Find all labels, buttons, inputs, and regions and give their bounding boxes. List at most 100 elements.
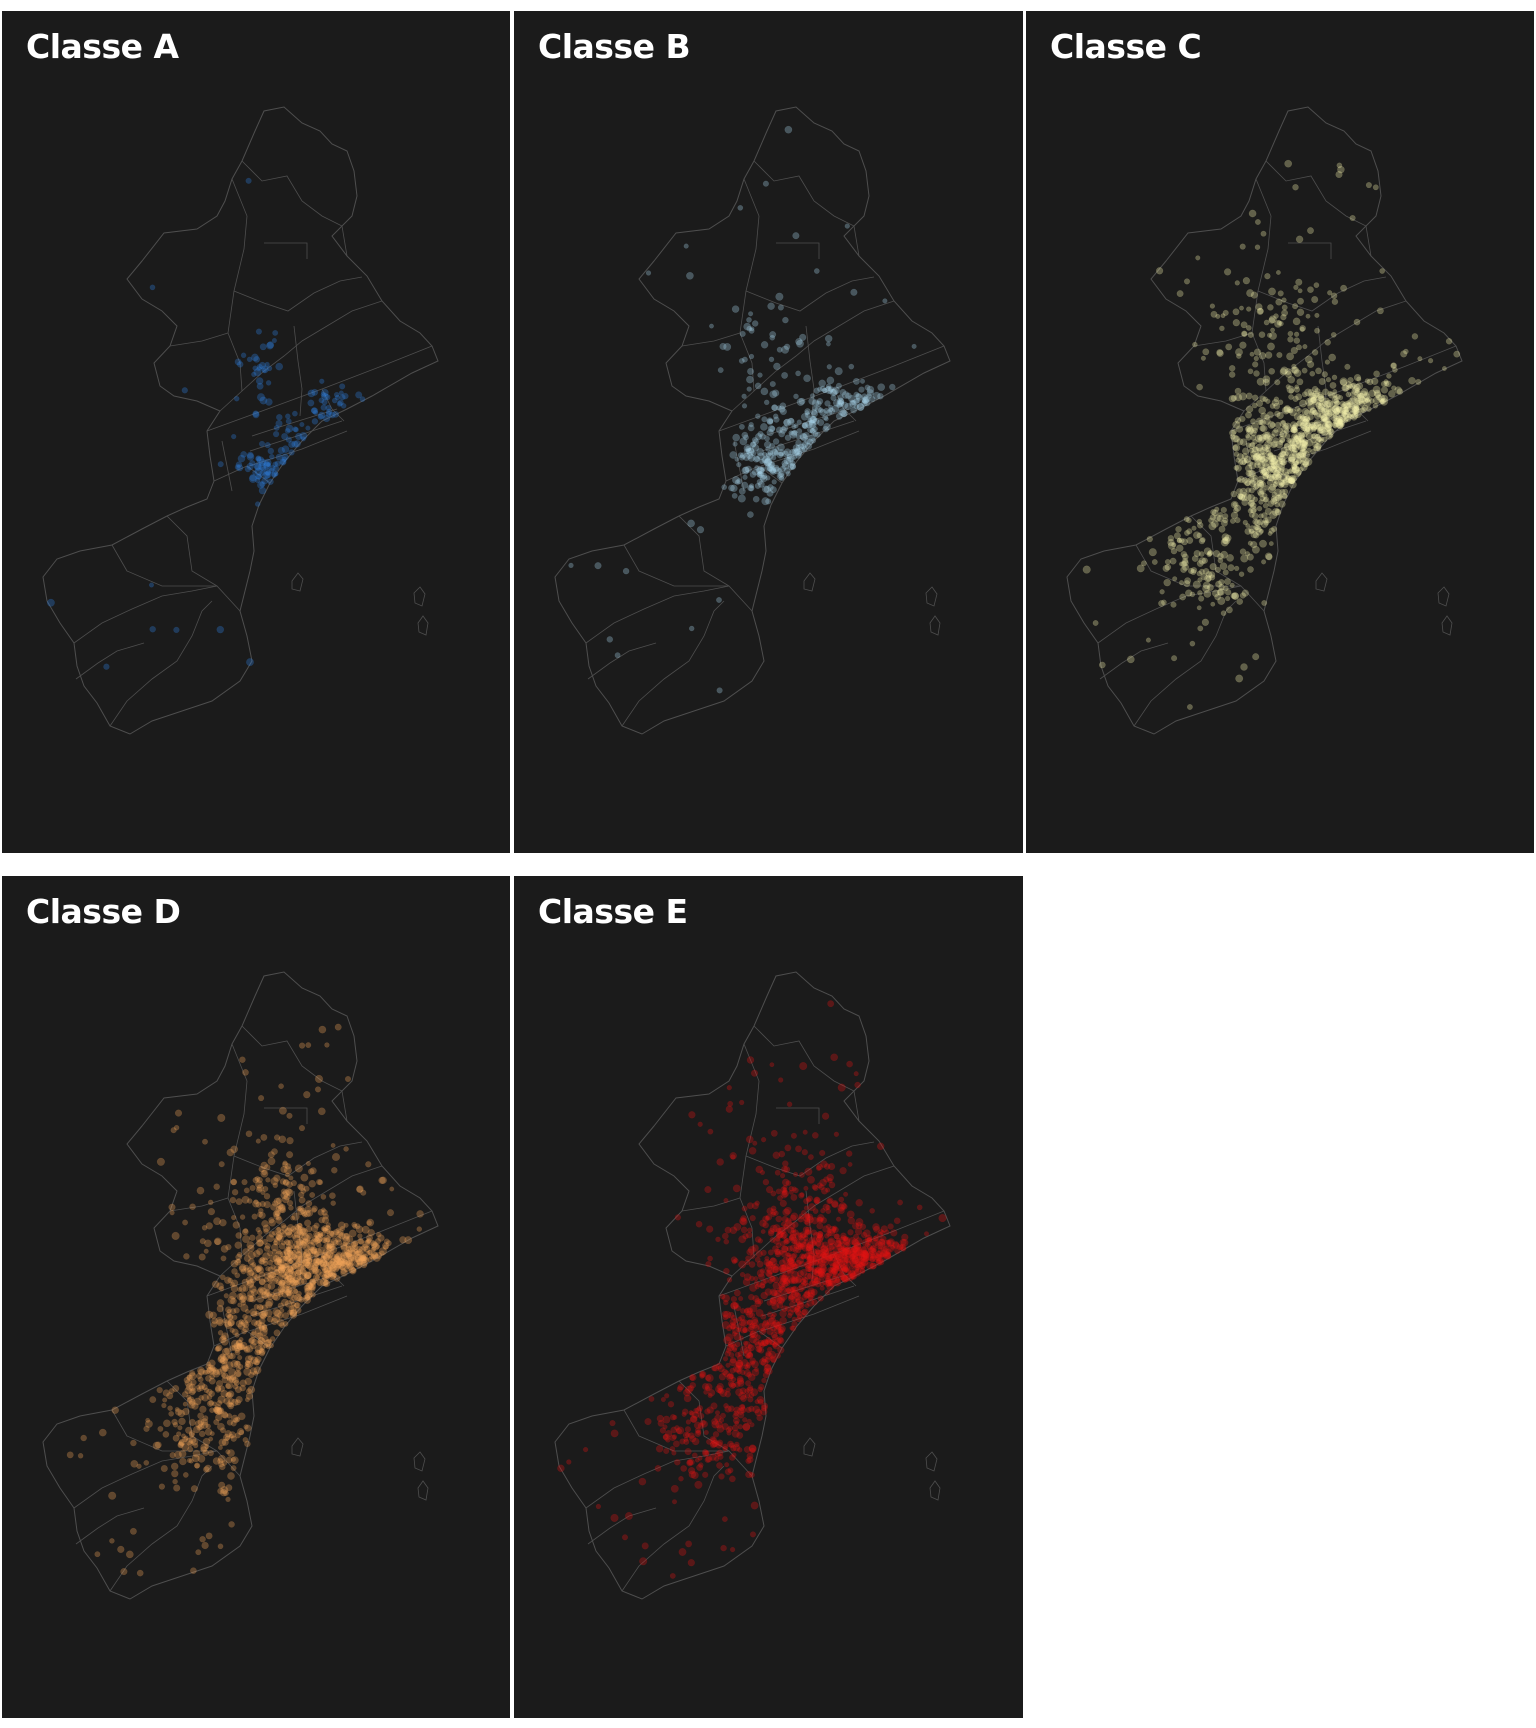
household-point	[1278, 439, 1284, 446]
district-boundary	[763, 408, 850, 437]
household-point	[788, 430, 794, 436]
household-point	[824, 1272, 830, 1278]
household-point	[752, 438, 760, 445]
household-point	[309, 1279, 317, 1287]
household-point	[825, 1276, 832, 1284]
household-point	[1224, 534, 1232, 542]
household-point	[1304, 355, 1313, 364]
household-point	[1276, 411, 1284, 420]
household-point	[231, 1268, 238, 1275]
household-point	[270, 1317, 279, 1326]
household-point	[1264, 440, 1273, 449]
household-point	[273, 1237, 279, 1243]
household-point	[777, 1195, 783, 1202]
household-point	[214, 1385, 222, 1392]
household-point	[320, 1207, 326, 1213]
household-point	[874, 1253, 882, 1261]
household-point	[1254, 461, 1261, 469]
household-point	[1278, 455, 1284, 461]
household-point	[742, 452, 751, 461]
household-point	[340, 1242, 348, 1250]
household-point	[1254, 458, 1262, 466]
household-point	[1356, 393, 1363, 399]
household-point	[704, 1456, 711, 1463]
household-point	[286, 1275, 294, 1283]
household-point	[766, 1327, 774, 1336]
household-point	[255, 1239, 264, 1247]
district-boundary	[73, 585, 218, 644]
household-point	[263, 1339, 272, 1348]
household-point	[699, 1371, 706, 1378]
household-point	[709, 1440, 718, 1449]
household-point	[310, 1258, 318, 1265]
household-point	[725, 1387, 731, 1393]
household-point	[787, 1256, 795, 1264]
household-point	[853, 1269, 860, 1276]
household-point	[1238, 493, 1245, 501]
household-point	[807, 1175, 815, 1184]
household-point	[342, 1259, 348, 1265]
household-point	[188, 1432, 195, 1438]
household-point	[259, 1259, 265, 1265]
household-point	[314, 1274, 320, 1280]
household-point	[1210, 310, 1218, 318]
household-point	[1253, 483, 1260, 490]
household-point	[740, 1345, 748, 1354]
household-point	[279, 1255, 288, 1264]
household-point	[1220, 519, 1228, 527]
household-point	[823, 422, 831, 431]
household-point	[236, 1343, 244, 1351]
household-point	[258, 1347, 265, 1354]
household-point	[828, 404, 833, 410]
household-point	[832, 1271, 839, 1278]
household-point	[729, 1318, 737, 1326]
household-point	[217, 461, 224, 468]
household-point	[1240, 321, 1248, 329]
household-point	[794, 1305, 801, 1312]
household-point	[1250, 477, 1259, 486]
household-point	[1279, 432, 1285, 438]
household-point	[671, 1434, 678, 1440]
household-point	[1296, 451, 1305, 460]
household-point	[810, 408, 818, 416]
household-point	[322, 1254, 331, 1262]
household-point	[278, 1280, 284, 1287]
household-point	[798, 1235, 804, 1241]
household-point	[1183, 278, 1191, 285]
household-point	[178, 1438, 186, 1446]
household-point	[355, 1248, 364, 1256]
household-point	[237, 1302, 243, 1308]
household-point	[298, 1296, 305, 1303]
household-point	[1205, 571, 1213, 578]
household-point	[386, 1209, 395, 1217]
household-point	[822, 425, 829, 433]
household-point	[233, 395, 240, 402]
household-point	[1146, 535, 1153, 543]
household-point	[1203, 547, 1212, 556]
household-point	[1295, 432, 1303, 440]
household-point	[760, 1313, 767, 1320]
household-point	[1336, 418, 1344, 426]
household-point	[1252, 484, 1259, 491]
household-point	[1349, 391, 1356, 398]
household-point	[230, 1465, 237, 1472]
household-point	[685, 1419, 692, 1425]
household-point	[1294, 406, 1301, 412]
household-point	[822, 387, 828, 394]
household-point	[726, 1372, 734, 1380]
household-point	[367, 1256, 373, 1263]
household-point	[1328, 401, 1336, 409]
household-point	[235, 461, 243, 468]
household-point	[214, 1407, 223, 1415]
household-point	[778, 430, 786, 438]
district-boundary	[681, 332, 741, 347]
household-point	[827, 1162, 836, 1171]
household-point	[1324, 410, 1333, 419]
household-point	[1218, 512, 1224, 517]
household-point	[1214, 593, 1221, 601]
household-point	[1340, 410, 1347, 418]
household-point	[1126, 655, 1135, 664]
household-point	[267, 1151, 275, 1159]
household-point	[741, 1359, 749, 1367]
household-point	[291, 1287, 298, 1295]
